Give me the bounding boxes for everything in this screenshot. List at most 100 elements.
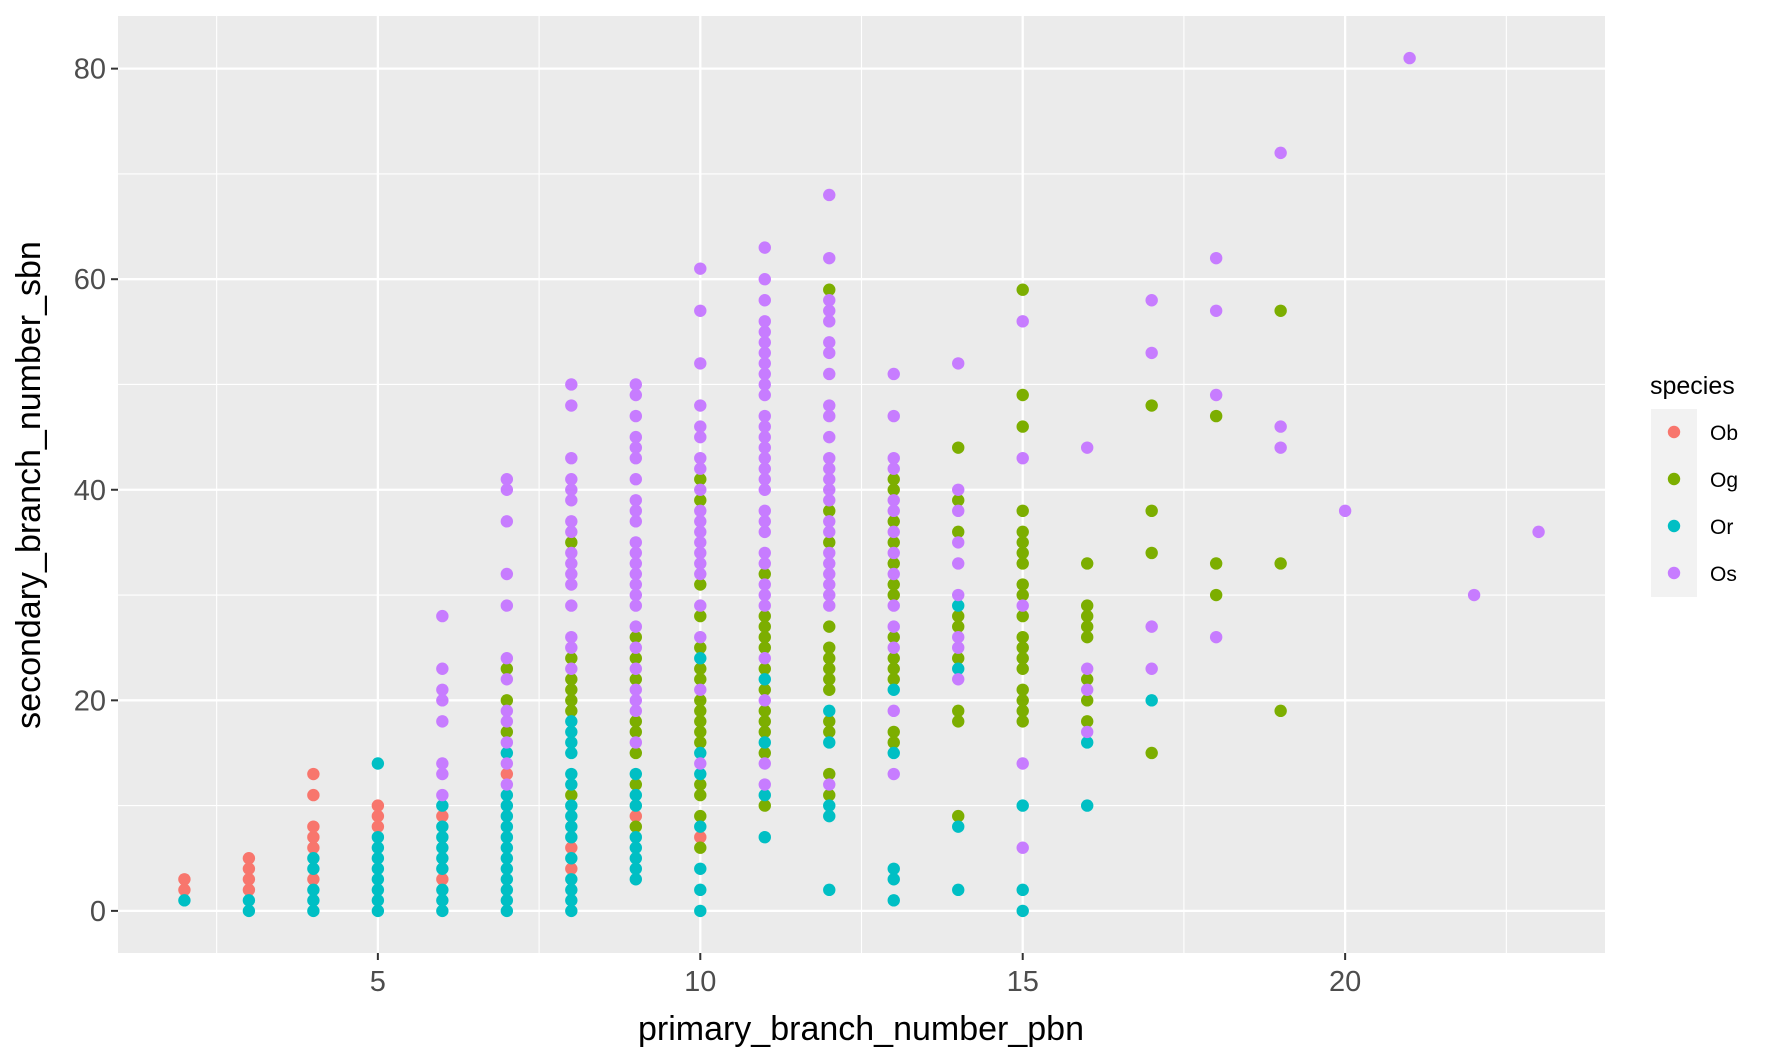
data-point-or xyxy=(629,767,643,781)
data-point-os xyxy=(694,357,707,370)
data-point-or xyxy=(887,894,900,907)
data-point-or xyxy=(565,883,578,897)
data-point-os xyxy=(500,778,514,791)
data-point-og xyxy=(1016,630,1029,644)
data-point-os xyxy=(694,683,707,696)
data-point-og xyxy=(758,662,771,675)
data-point-ob xyxy=(242,883,256,897)
data-point-os xyxy=(694,567,707,581)
y-tick-label: 40 xyxy=(74,475,106,507)
data-point-og xyxy=(1016,525,1029,539)
data-point-og xyxy=(629,820,643,833)
series-ob xyxy=(178,767,707,897)
data-point-or xyxy=(629,788,643,802)
data-point-os xyxy=(758,336,771,349)
data-point-os xyxy=(887,409,900,423)
data-point-os xyxy=(694,557,707,570)
data-point-og xyxy=(952,441,965,454)
data-point-or xyxy=(307,904,320,918)
data-point-og xyxy=(629,630,643,644)
data-point-os xyxy=(565,557,578,570)
data-point-os xyxy=(500,599,514,612)
data-point-or xyxy=(887,746,900,760)
x-tick-label: 5 xyxy=(370,966,386,998)
data-point-os xyxy=(629,662,643,675)
data-point-og xyxy=(694,725,707,739)
data-point-os xyxy=(758,273,771,286)
data-point-or xyxy=(500,894,514,907)
data-point-og xyxy=(758,630,771,644)
data-point-os xyxy=(823,778,836,791)
data-point-ob xyxy=(242,852,256,865)
data-point-or xyxy=(823,799,836,812)
data-point-og xyxy=(1016,683,1029,696)
data-point-or xyxy=(565,746,578,760)
data-point-og xyxy=(1145,504,1158,518)
data-point-og xyxy=(1016,578,1029,591)
data-point-or xyxy=(758,673,771,686)
data-point-og xyxy=(952,609,965,623)
data-point-og xyxy=(694,609,707,623)
data-point-og xyxy=(887,473,900,486)
data-point-os xyxy=(1209,304,1223,317)
data-point-ob xyxy=(178,883,191,897)
data-point-os xyxy=(629,409,643,423)
data-point-ob xyxy=(629,809,643,823)
data-point-or xyxy=(887,862,900,875)
data-point-or xyxy=(565,809,578,823)
data-point-os xyxy=(629,694,643,707)
data-point-os xyxy=(1274,420,1287,433)
data-point-og xyxy=(565,536,578,549)
data-point-or xyxy=(242,894,256,907)
data-point-os xyxy=(952,630,965,644)
data-point-os xyxy=(758,473,771,486)
data-point-os xyxy=(1080,441,1094,454)
data-point-os xyxy=(436,715,449,728)
data-point-og xyxy=(887,736,900,749)
data-point-os xyxy=(694,757,707,770)
data-point-og xyxy=(694,809,707,823)
data-point-or xyxy=(629,830,643,844)
data-point-ob xyxy=(500,767,514,781)
data-point-os xyxy=(694,546,707,560)
data-point-og xyxy=(952,715,965,728)
data-point-os xyxy=(823,430,836,444)
y-tick-label: 60 xyxy=(74,264,106,296)
data-point-or xyxy=(371,904,385,918)
x-tick-label: 20 xyxy=(1329,966,1361,998)
data-point-os xyxy=(436,662,449,675)
data-point-os xyxy=(500,673,514,686)
data-point-or xyxy=(565,736,578,749)
data-point-os xyxy=(1145,294,1158,307)
data-point-og xyxy=(1016,388,1029,402)
data-point-og xyxy=(887,652,900,665)
data-point-os xyxy=(823,367,836,381)
data-point-og xyxy=(1145,546,1158,560)
data-point-os xyxy=(823,494,836,507)
data-point-or xyxy=(565,725,578,739)
data-point-os xyxy=(500,715,514,728)
data-point-os xyxy=(758,599,771,612)
data-point-os xyxy=(629,494,643,507)
data-point-os xyxy=(694,304,707,317)
data-point-ob xyxy=(307,788,320,802)
data-point-or xyxy=(436,841,449,854)
data-point-og xyxy=(952,809,965,823)
series-os xyxy=(436,51,1545,854)
data-point-og xyxy=(823,725,836,739)
data-point-or xyxy=(500,830,514,844)
data-point-og xyxy=(694,662,707,675)
data-point-os xyxy=(500,473,514,486)
data-point-og xyxy=(565,704,578,718)
data-point-or xyxy=(371,841,385,854)
data-point-or xyxy=(565,715,578,728)
data-point-os xyxy=(758,757,771,770)
data-point-og xyxy=(1016,283,1029,296)
data-point-og xyxy=(823,683,836,696)
data-point-os xyxy=(823,588,836,602)
data-point-os xyxy=(823,346,836,360)
data-point-os xyxy=(565,378,578,391)
data-point-os xyxy=(887,525,900,539)
data-point-or xyxy=(436,894,449,907)
